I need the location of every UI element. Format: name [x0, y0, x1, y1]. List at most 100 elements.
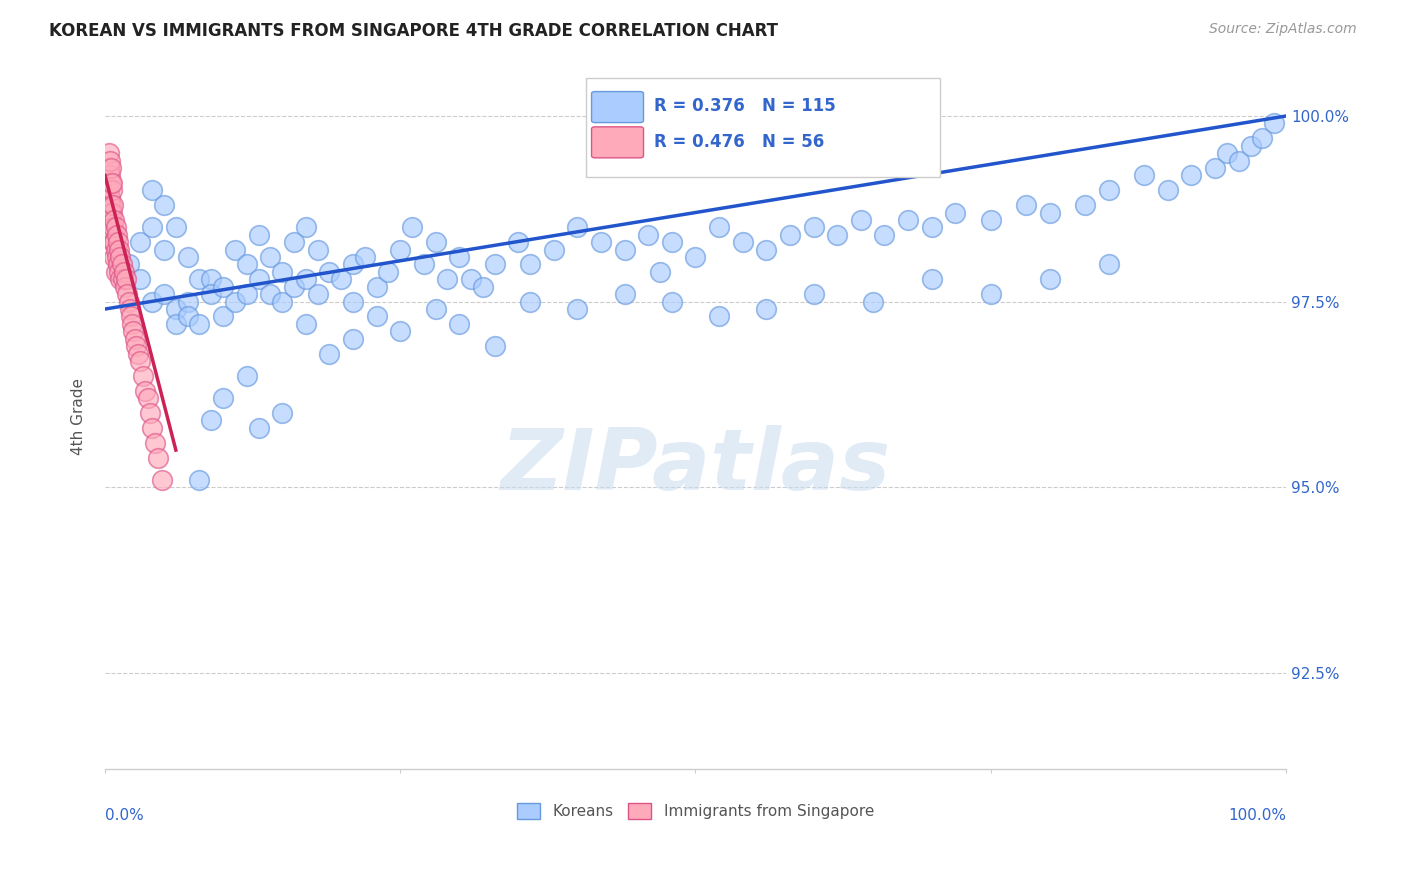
Point — [165, 220, 187, 235]
Point — [294, 220, 316, 235]
Point — [105, 227, 128, 242]
Point — [153, 287, 176, 301]
Point — [100, 176, 122, 190]
Point — [124, 332, 146, 346]
Point — [247, 272, 270, 286]
Point — [449, 317, 471, 331]
Point — [436, 272, 458, 286]
Point — [460, 272, 482, 286]
FancyBboxPatch shape — [586, 78, 941, 177]
Point — [224, 294, 246, 309]
Point — [188, 272, 211, 286]
FancyBboxPatch shape — [592, 127, 644, 158]
Point — [307, 287, 329, 301]
Point — [685, 250, 707, 264]
Point — [330, 272, 353, 286]
Point — [114, 279, 136, 293]
Point — [294, 272, 316, 286]
Point — [104, 265, 127, 279]
Point — [235, 258, 257, 272]
Point — [107, 235, 129, 250]
Point — [307, 243, 329, 257]
Point — [200, 287, 222, 301]
Point — [731, 235, 754, 250]
Point — [449, 250, 471, 264]
Point — [543, 243, 565, 257]
Point — [259, 250, 281, 264]
Point — [115, 272, 138, 286]
Point — [484, 339, 506, 353]
Point — [104, 220, 127, 235]
Point — [862, 294, 884, 309]
Point — [342, 258, 364, 272]
Point — [224, 243, 246, 257]
Legend: Koreans, Immigrants from Singapore: Koreans, Immigrants from Singapore — [510, 797, 880, 825]
Point — [283, 279, 305, 293]
Point — [613, 287, 636, 301]
Point — [1133, 169, 1156, 183]
Point — [1216, 146, 1239, 161]
Point — [425, 301, 447, 316]
Point — [980, 287, 1002, 301]
Point — [104, 243, 127, 257]
Point — [103, 250, 125, 264]
Point — [707, 310, 730, 324]
Point — [100, 213, 122, 227]
Text: R = 0.376   N = 115: R = 0.376 N = 115 — [654, 97, 837, 115]
Point — [139, 406, 162, 420]
Point — [661, 235, 683, 250]
Point — [921, 272, 943, 286]
Point — [661, 294, 683, 309]
Point — [294, 317, 316, 331]
Point — [103, 198, 125, 212]
Text: Source: ZipAtlas.com: Source: ZipAtlas.com — [1209, 22, 1357, 37]
Point — [943, 205, 966, 219]
Point — [150, 473, 173, 487]
Point — [97, 161, 120, 175]
Point — [132, 368, 155, 383]
Point — [779, 227, 801, 242]
Point — [589, 235, 612, 250]
Point — [105, 243, 128, 257]
Point — [121, 317, 143, 331]
Point — [318, 346, 340, 360]
Point — [97, 183, 120, 197]
Point — [153, 198, 176, 212]
Point — [1204, 161, 1226, 175]
Point — [755, 301, 778, 316]
Point — [613, 243, 636, 257]
Point — [271, 265, 294, 279]
Point — [271, 294, 294, 309]
Point — [125, 339, 148, 353]
Point — [136, 391, 159, 405]
Point — [98, 191, 121, 205]
Point — [259, 287, 281, 301]
Point — [165, 301, 187, 316]
Point — [110, 258, 132, 272]
Point — [108, 243, 131, 257]
Point — [141, 421, 163, 435]
Point — [1251, 131, 1274, 145]
Point — [637, 227, 659, 242]
Point — [103, 213, 125, 227]
Point — [101, 227, 124, 242]
Point — [200, 272, 222, 286]
Point — [103, 235, 125, 250]
Point — [803, 287, 825, 301]
Point — [134, 384, 156, 398]
Point — [118, 301, 141, 316]
Point — [412, 258, 434, 272]
Point — [110, 272, 132, 286]
Point — [143, 435, 166, 450]
Point — [648, 265, 671, 279]
Point — [366, 279, 388, 293]
Point — [425, 235, 447, 250]
Point — [235, 368, 257, 383]
Text: 0.0%: 0.0% — [105, 808, 143, 823]
Point — [176, 250, 198, 264]
Point — [101, 205, 124, 219]
Point — [127, 346, 149, 360]
Point — [1239, 138, 1261, 153]
Point — [108, 265, 131, 279]
Point — [342, 294, 364, 309]
